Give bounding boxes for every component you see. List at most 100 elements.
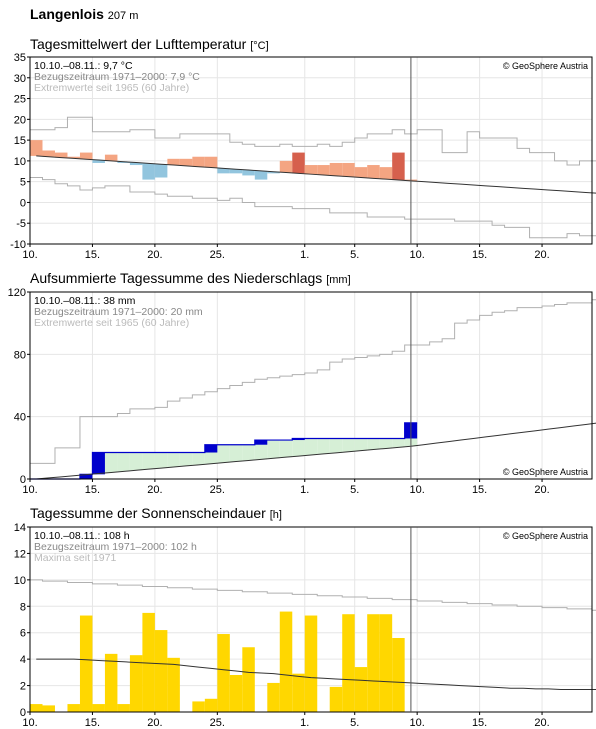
x-tick-label: 10.	[22, 249, 37, 261]
y-tick-label: 8	[20, 601, 26, 613]
info-line-2: Extremwerte seit 1965 (60 Jahre)	[34, 82, 189, 94]
y-tick-label: 6	[20, 628, 26, 640]
temp-bar	[129, 162, 143, 166]
precip-unit: [mm]	[326, 274, 351, 286]
x-tick-label: 5.	[350, 249, 359, 261]
temp-bar	[242, 170, 255, 176]
info-line-1: Bezugszeitraum 1971–2000: 20 mm	[34, 306, 203, 318]
precip-surplus-fill	[342, 438, 355, 452]
copyright-label: © GeoSphere Austria	[503, 61, 588, 71]
temp-bar	[204, 156, 218, 168]
precip-surplus-fill	[254, 440, 268, 460]
temp-bar	[267, 171, 280, 174]
y-tick-label: -5	[16, 218, 26, 230]
info-line-1: Bezugszeitraum 1971–2000: 102 h	[34, 541, 197, 553]
x-tick-label: 20.	[147, 249, 162, 261]
x-tick-label: 15.	[472, 249, 487, 261]
precip-day-bar	[292, 438, 305, 441]
y-tick-label: 14	[14, 522, 26, 534]
sun-unit: [h]	[269, 509, 282, 521]
temp-normal-line	[36, 155, 596, 194]
temp-min-record-line	[30, 177, 596, 239]
sun-bar	[154, 630, 168, 712]
temp-unit: [°C]	[250, 40, 269, 52]
precip-surplus-fill	[267, 440, 280, 459]
plot-frame	[29, 291, 593, 480]
station-header: Langenlois 207 m	[30, 6, 138, 22]
precip-day-bar	[79, 474, 93, 479]
precip-surplus-fill	[179, 452, 193, 466]
precip-cumulative-line	[30, 422, 418, 480]
x-tick-label: 15.	[85, 717, 100, 729]
sun-bar	[304, 615, 318, 712]
x-tick-label: 10.	[22, 484, 37, 496]
sun-bar	[217, 634, 230, 712]
x-tick-label: 1.	[300, 249, 309, 261]
y-tick-label: 120	[8, 287, 26, 299]
sun-bar	[342, 614, 355, 712]
y-tick-label: 0	[20, 474, 26, 486]
precip-surplus-fill	[104, 452, 118, 473]
sun-bar	[142, 612, 155, 712]
precip-surplus-fill	[329, 438, 343, 453]
x-tick-label: 25.	[210, 717, 225, 729]
y-tick-label: 4	[20, 654, 26, 666]
temp-bar	[279, 160, 293, 173]
y-tick-label: 15	[14, 135, 26, 147]
x-tick-label: 15.	[472, 717, 487, 729]
y-tick-label: 0	[20, 197, 26, 209]
y-tick-label: -10	[10, 239, 26, 251]
info-line-2: Maxima seit 1971	[34, 552, 116, 564]
sun-bar	[30, 704, 43, 712]
sun-bar	[167, 657, 180, 712]
x-tick-label: 20.	[147, 717, 162, 729]
y-tick-label: 2	[20, 681, 26, 693]
precip-max-record-line	[30, 299, 596, 464]
y-tick-label: 25	[14, 94, 26, 106]
precip-surplus-fill	[242, 444, 255, 461]
y-tick-label: 0	[20, 707, 26, 719]
temp-bar	[167, 158, 180, 166]
temp-bar	[79, 152, 93, 160]
info-line-0: 10.10.–08.11.: 38 mm	[34, 295, 136, 307]
info-line-2: Extremwerte seit 1965 (60 Jahre)	[34, 317, 189, 329]
temp-bar	[329, 162, 343, 176]
sun-bar	[242, 647, 255, 712]
plot-frame	[29, 526, 593, 713]
y-tick-label: 80	[14, 349, 26, 361]
temp-bar	[292, 152, 305, 174]
copyright-label: © GeoSphere Austria	[503, 467, 588, 477]
copyright-label: © GeoSphere Austria	[503, 531, 588, 541]
x-tick-label: 20.	[534, 249, 549, 261]
precip-surplus-fill	[279, 440, 293, 458]
temp-bar	[67, 156, 80, 159]
temp-bar	[179, 158, 193, 166]
y-tick-label: 40	[14, 412, 26, 424]
sun-bar	[192, 701, 205, 712]
sun-bar	[204, 698, 218, 712]
temp-bar	[379, 167, 393, 180]
x-tick-label: 10.	[410, 717, 425, 729]
sun-bar	[367, 614, 380, 712]
sun-bar	[354, 667, 368, 712]
temp-panel-title: Tagesmittelwert der Lufttemperatur [°C]	[30, 36, 269, 52]
precip-surplus-fill	[317, 438, 330, 454]
sun-bar	[292, 673, 305, 712]
x-tick-label: 15.	[85, 484, 100, 496]
sun-bar	[104, 653, 118, 712]
sun-bar	[329, 686, 343, 712]
temp-bar	[54, 152, 68, 158]
sun-bar	[117, 704, 130, 712]
station-altitude: 207 m	[107, 10, 139, 22]
precip-surplus-fill	[379, 438, 393, 449]
x-tick-label: 5.	[350, 717, 359, 729]
sun-normal-line	[36, 658, 596, 691]
temp-bar	[354, 167, 368, 178]
x-tick-label: 15.	[472, 484, 487, 496]
plot-frame	[29, 56, 593, 245]
sun-bar	[267, 682, 280, 712]
y-tick-label: 10	[14, 575, 26, 587]
precip-day-bar	[204, 444, 218, 453]
x-tick-label: 1.	[300, 484, 309, 496]
y-tick-label: 12	[14, 548, 26, 560]
